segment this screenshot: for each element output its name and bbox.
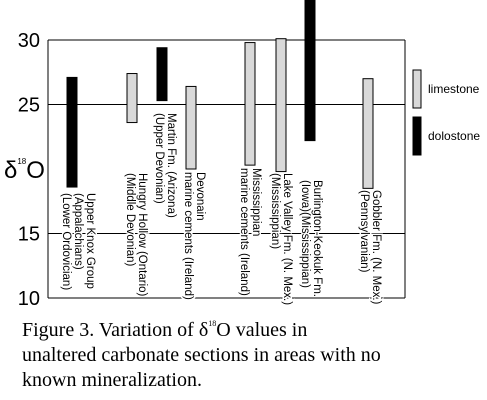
category-label: Hungry Hollow (Ontario)(Middle Devonian) xyxy=(123,172,150,299)
range-bar xyxy=(126,73,138,124)
y-tick-label: 15 xyxy=(18,223,40,245)
category-label-line: (Mississippian) xyxy=(269,173,281,249)
y-label-o: O xyxy=(26,157,45,184)
range-bar xyxy=(244,42,256,166)
category-label-line: Devonain xyxy=(194,172,206,221)
legend-swatch xyxy=(412,116,422,156)
legend-swatch xyxy=(412,69,422,109)
caption-line: known mineralization. xyxy=(22,369,202,391)
category-label-line: marine cements (Ireland) xyxy=(182,172,194,300)
caption-sup: 18 xyxy=(208,319,216,328)
range-bar xyxy=(362,78,374,189)
category-label-line: (Upper Devonian) xyxy=(153,113,165,204)
legend-label: limestone xyxy=(428,82,480,96)
category-label: Burlington-Keokuk Fm.(Iowa)(Mississippia… xyxy=(298,179,325,299)
caption-part: O values in xyxy=(216,319,307,341)
range-bar xyxy=(66,76,78,188)
category-label: Upper Knox Group(Appalachians)(Lower Ord… xyxy=(59,192,98,292)
category-label: Gobbler Fm. (N. Mex.)(Pennsylvanian) xyxy=(357,189,384,307)
caption-part: Figure 3. Variation of δ xyxy=(22,319,208,341)
y-label-sup: 18 xyxy=(17,157,26,166)
category-label-line: Upper Knox Group xyxy=(84,193,96,289)
category-label-line: (Pennsylvanian) xyxy=(358,190,370,273)
category-label-line: Mississippian xyxy=(250,168,262,236)
caption-line: unaltered carbonate sections in areas wi… xyxy=(22,344,381,366)
category-label-line: Gobbler Fm. (N. Mex.) xyxy=(370,190,382,305)
category-label: Lake Valley Fm. (N. Mex.)(Mississippian) xyxy=(268,172,295,307)
category-label-line: (Iowa)(Mississippian) xyxy=(299,180,311,288)
category-label-line: Lake Valley Fm. (N. Mex.) xyxy=(281,173,293,305)
category-label-line: Burlington-Keokuk Fm. xyxy=(311,180,323,297)
y-tick-label: 10 xyxy=(18,288,40,310)
range-bar xyxy=(156,47,168,102)
category-label-line: (Appalachians) xyxy=(72,193,84,270)
y-axis-label: δ18O xyxy=(4,157,45,184)
legend-label: dolostone xyxy=(428,129,480,143)
y-label-delta: δ xyxy=(4,157,17,184)
category-label-line: (Middle Devonian) xyxy=(124,173,136,266)
category-label-line: marine cements (Ireland) xyxy=(238,168,250,296)
y-tick-label: 25 xyxy=(18,94,40,116)
y-tick-label: 30 xyxy=(18,30,40,52)
range-bar xyxy=(275,38,287,173)
range-bar xyxy=(185,85,197,170)
caption: Figure 3. Variation of δ18O values in una… xyxy=(22,319,381,391)
category-label-line: Martin Fm. (Arizona) xyxy=(165,113,177,218)
category-label-line: (Lower Ordovician) xyxy=(60,193,72,290)
range-bar xyxy=(304,0,316,142)
category-label-line: Hungry Hollow (Ontario) xyxy=(136,173,148,297)
category-label: Martin Fm. (Arizona)(Upper Devonian) xyxy=(152,112,179,220)
